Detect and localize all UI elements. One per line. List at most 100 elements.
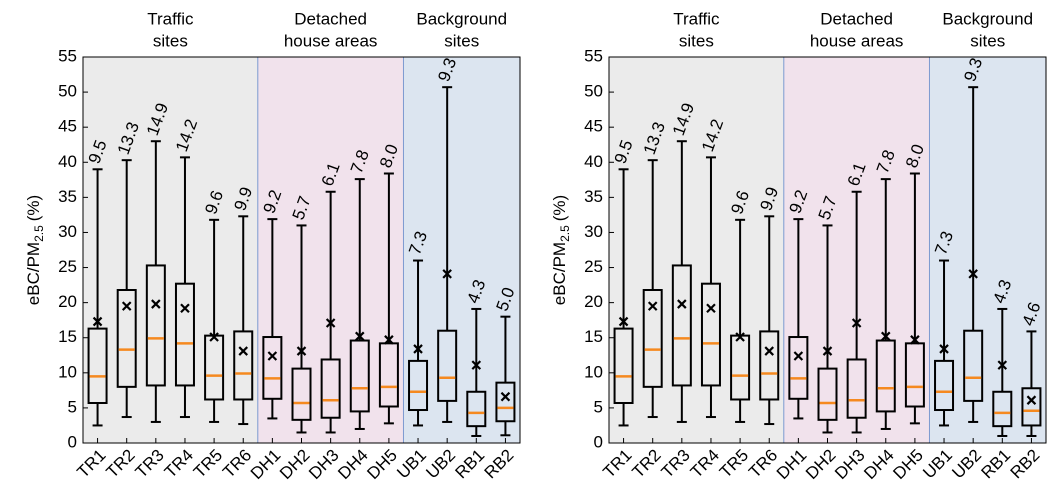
x-tick-label: UB2 (948, 446, 985, 483)
y-tick-label: 50 (584, 82, 603, 101)
x-tick-label: DH4 (334, 446, 371, 483)
x-tick-label: UB1 (919, 446, 956, 483)
mean-marker (442, 269, 452, 279)
x-tick-label: TR2 (103, 446, 139, 482)
y-tick-label: 40 (58, 152, 77, 171)
y-label-main: eBC/PM (550, 242, 569, 305)
x-tick-label: UB1 (393, 446, 430, 483)
box (788, 336, 809, 400)
group-label: Traffic (673, 9, 720, 28)
group-label: Background (416, 9, 507, 28)
mean-marker (180, 303, 190, 314)
y-label-sub: 2.5 (32, 225, 46, 242)
y-tick-label: 5 (594, 397, 603, 416)
y-label-unit: (%) (550, 195, 569, 221)
y-tick-label: 40 (584, 152, 603, 171)
x-tick-label: DH3 (831, 446, 868, 483)
y-tick-label: 30 (584, 222, 603, 241)
mean-marker (793, 351, 804, 361)
x-tick-label: TR2 (629, 446, 665, 482)
group-band (929, 57, 1046, 443)
group-label: sites (679, 31, 714, 50)
x-tick-label: UB2 (422, 446, 459, 483)
mean-marker (880, 331, 891, 342)
box (349, 339, 370, 413)
mean-marker (354, 331, 365, 342)
box (671, 264, 692, 387)
mean-marker (238, 346, 249, 356)
box (262, 336, 283, 400)
x-tick-label: TR4 (161, 446, 197, 482)
mean-marker (209, 332, 219, 342)
mean-marker (939, 344, 949, 354)
group-label: Detached (294, 9, 367, 28)
mean-marker (851, 318, 862, 328)
mean-marker (325, 318, 336, 328)
mean-marker (910, 335, 920, 345)
box (466, 390, 487, 428)
x-tick-label: TR3 (658, 446, 694, 482)
box (408, 359, 429, 412)
mean-marker (997, 360, 1008, 370)
y-tick-label: 5 (68, 397, 77, 416)
x-tick-label: DH4 (860, 446, 897, 483)
group-band (609, 57, 784, 443)
mean-marker (500, 391, 511, 402)
x-tick-label: DH1 (773, 446, 810, 483)
box (642, 289, 663, 388)
x-tick-label: TR3 (132, 446, 168, 482)
mean-marker (92, 316, 103, 327)
mean-marker (151, 299, 161, 309)
group-label: sites (970, 31, 1005, 50)
box (378, 342, 399, 408)
x-tick-label: DH2 (802, 446, 839, 483)
box (116, 289, 137, 388)
axes-frame (608, 56, 1047, 444)
x-tick-label: DH5 (363, 446, 400, 483)
y-tick-label: 55 (58, 46, 77, 65)
x-tick-label: TR6 (745, 446, 781, 482)
y-tick-label: 10 (58, 362, 77, 381)
box (992, 390, 1013, 428)
group-label: house areas (284, 31, 378, 50)
y-tick-label: 45 (58, 117, 77, 136)
x-tick-label: TR5 (190, 446, 226, 482)
y-tick-label: 30 (58, 222, 77, 241)
box (291, 367, 312, 421)
box (817, 367, 838, 421)
mean-marker (267, 351, 278, 361)
x-tick-label: TR6 (219, 446, 255, 482)
box (495, 381, 516, 423)
mean-marker (121, 301, 132, 311)
box (904, 342, 925, 408)
y-tick-label: 25 (58, 257, 77, 276)
x-tick-label: RB2 (1007, 446, 1044, 483)
y-tick-label: 20 (584, 292, 603, 311)
x-tick-label: RB1 (451, 446, 488, 483)
y-tick-label: 0 (68, 432, 77, 451)
box (320, 358, 341, 419)
box (233, 330, 254, 401)
axes-frame (82, 56, 521, 444)
x-tick-label: DH2 (276, 446, 313, 483)
box (759, 330, 780, 401)
y-tick-label: 45 (584, 117, 603, 136)
box-panel: Traffic sites Detached house areas Backgroun… (24, 9, 521, 483)
box (875, 339, 896, 413)
y-tick-label: 0 (594, 432, 603, 451)
mean-marker (471, 360, 482, 370)
mean-marker (822, 346, 833, 356)
box (174, 282, 195, 387)
group-label: sites (153, 31, 188, 50)
box (700, 282, 721, 387)
mean-marker (384, 335, 394, 345)
group-label: Detached (820, 9, 893, 28)
box (437, 329, 458, 402)
y-tick-label: 25 (584, 257, 603, 276)
mean-marker (618, 316, 629, 327)
group-label: Background (942, 9, 1033, 28)
y-tick-label: 50 (58, 82, 77, 101)
mean-marker (677, 299, 687, 309)
box (1021, 387, 1042, 427)
